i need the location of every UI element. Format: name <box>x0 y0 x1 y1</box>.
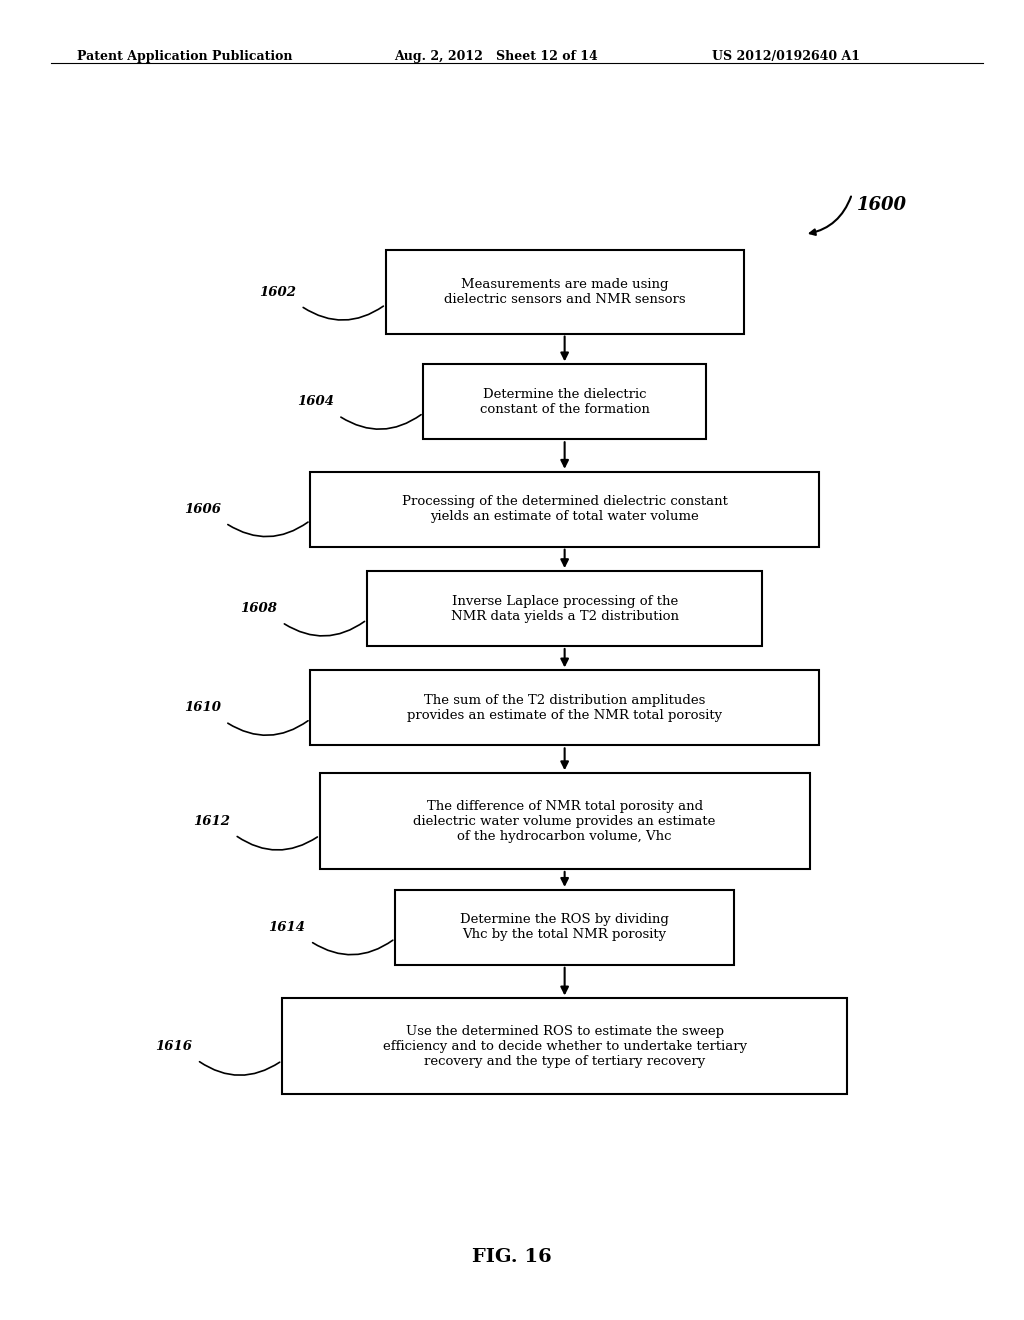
FancyBboxPatch shape <box>282 998 847 1094</box>
Text: Processing of the determined dielectric constant
yields an estimate of total wat: Processing of the determined dielectric … <box>401 495 728 523</box>
Text: Aug. 2, 2012   Sheet 12 of 14: Aug. 2, 2012 Sheet 12 of 14 <box>394 50 598 63</box>
FancyBboxPatch shape <box>310 471 819 546</box>
Text: 1610: 1610 <box>183 701 221 714</box>
FancyBboxPatch shape <box>367 572 763 645</box>
FancyBboxPatch shape <box>386 251 743 334</box>
Text: 1616: 1616 <box>156 1040 193 1053</box>
Text: 1614: 1614 <box>268 921 305 933</box>
FancyBboxPatch shape <box>423 364 706 440</box>
Text: Patent Application Publication: Patent Application Publication <box>77 50 292 63</box>
Text: 1608: 1608 <box>241 602 278 615</box>
Text: 1600: 1600 <box>857 197 906 214</box>
Text: Determine the ROS by dividing
Vhc by the total NMR porosity: Determine the ROS by dividing Vhc by the… <box>460 913 669 941</box>
FancyBboxPatch shape <box>310 671 819 746</box>
Text: Measurements are made using
dielectric sensors and NMR sensors: Measurements are made using dielectric s… <box>443 279 685 306</box>
Text: Determine the dielectric
constant of the formation: Determine the dielectric constant of the… <box>479 388 649 416</box>
Text: The difference of NMR total porosity and
dielectric water volume provides an est: The difference of NMR total porosity and… <box>414 800 716 842</box>
Text: US 2012/0192640 A1: US 2012/0192640 A1 <box>712 50 860 63</box>
Text: Inverse Laplace processing of the
NMR data yields a T2 distribution: Inverse Laplace processing of the NMR da… <box>451 594 679 623</box>
Text: Use the determined ROS to estimate the sweep
efficiency and to decide whether to: Use the determined ROS to estimate the s… <box>383 1024 746 1068</box>
FancyBboxPatch shape <box>395 890 734 965</box>
Text: 1606: 1606 <box>183 503 221 516</box>
Text: The sum of the T2 distribution amplitudes
provides an estimate of the NMR total : The sum of the T2 distribution amplitude… <box>408 694 722 722</box>
FancyBboxPatch shape <box>319 774 810 869</box>
Text: 1602: 1602 <box>259 285 296 298</box>
Text: 1604: 1604 <box>297 395 334 408</box>
Text: FIG. 16: FIG. 16 <box>472 1247 552 1266</box>
Text: 1612: 1612 <box>194 814 230 828</box>
